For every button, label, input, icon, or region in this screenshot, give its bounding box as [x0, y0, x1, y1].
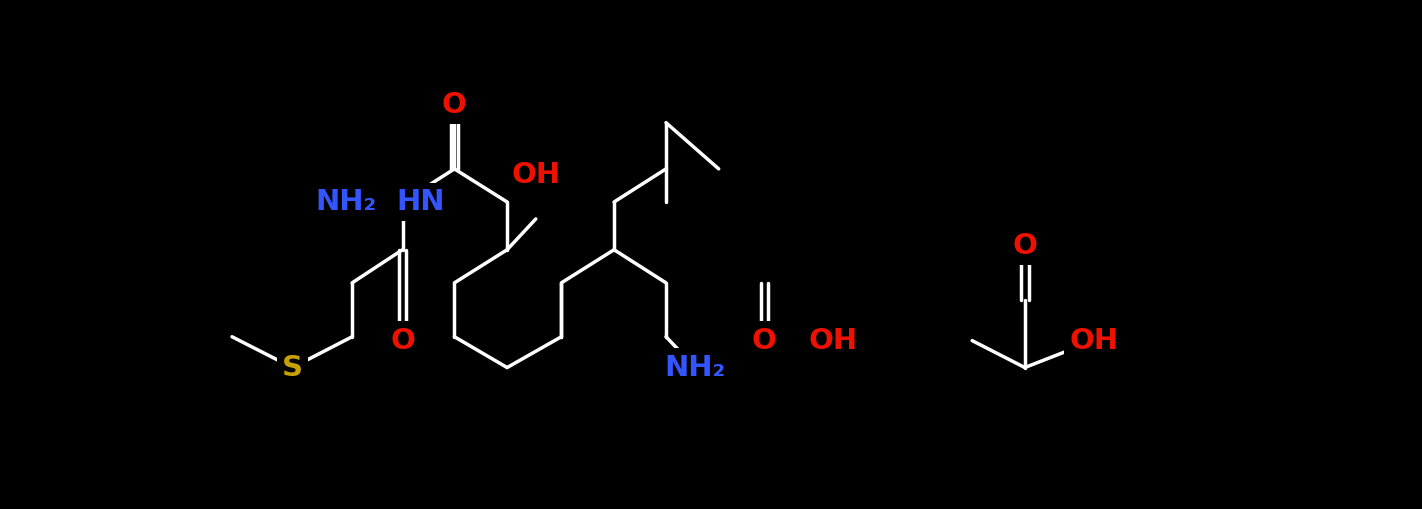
Text: NH₂: NH₂: [665, 354, 727, 382]
Text: OH: OH: [1069, 327, 1118, 355]
Text: S: S: [282, 354, 303, 382]
Text: OH: OH: [512, 161, 560, 189]
Text: O: O: [390, 327, 415, 355]
Text: OH: OH: [808, 327, 857, 355]
Text: O: O: [752, 327, 776, 355]
Text: NH₂: NH₂: [316, 188, 377, 216]
Text: O: O: [1012, 232, 1037, 260]
Text: O: O: [442, 91, 466, 119]
Text: HN: HN: [397, 188, 445, 216]
